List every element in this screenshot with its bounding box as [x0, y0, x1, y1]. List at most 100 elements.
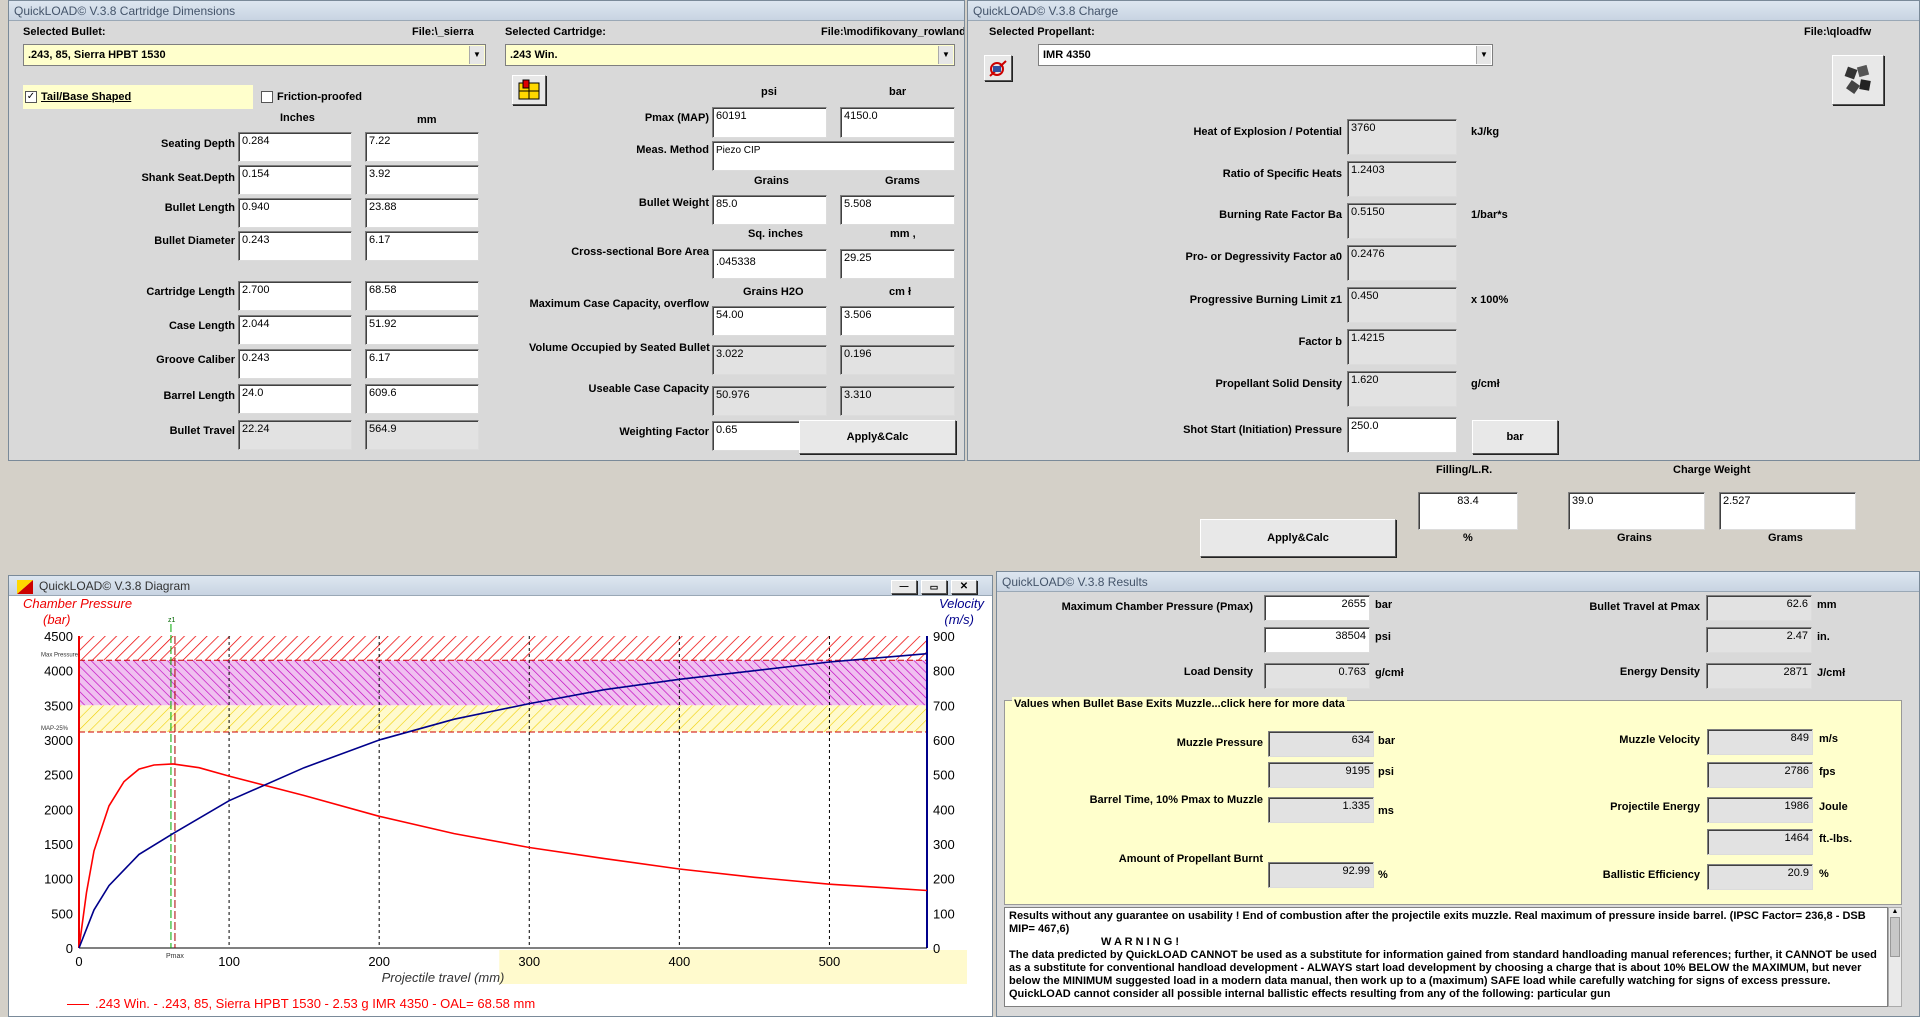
- barrel-length-mm-input[interactable]: 609.6: [365, 384, 479, 414]
- cartridge-window-title: QuickLOAD© V.3.8 Cartridge Dimensions: [9, 1, 964, 21]
- shank-seat-depth-in-input[interactable]: 0.154: [238, 165, 352, 195]
- cartridge-file-label: File:\modifikovany_rowland: [821, 26, 965, 38]
- notes-scrollbar[interactable]: ▲: [1888, 907, 1902, 1007]
- charge-grains-input[interactable]: 39.0: [1568, 492, 1705, 530]
- charge-apply-calc-button[interactable]: Apply&Calc: [1200, 519, 1396, 557]
- charge-grams-input[interactable]: 2.527: [1719, 492, 1856, 530]
- filling-lr-label: Filling/L.R.: [1436, 464, 1493, 476]
- shank-seat-depth-mm-input[interactable]: 3.92: [365, 165, 479, 195]
- bore-area-label: Cross-sectional Bore Area: [571, 246, 709, 258]
- solid-density-value[interactable]: 1.620: [1347, 371, 1457, 407]
- groove-caliber-mm-input[interactable]: 6.17: [365, 349, 479, 379]
- legend-text: .243 Win. - .243, 85, Sierra HPBT 1530 -…: [95, 996, 536, 1011]
- heat-explosion-value[interactable]: 3760: [1347, 119, 1457, 155]
- projectile-energy-joule-unit: Joule: [1819, 801, 1848, 813]
- tail-base-checkbox[interactable]: ✓: [25, 91, 37, 103]
- friction-proofed-checkbox[interactable]: [261, 91, 273, 103]
- over-max-pressure-band: [79, 636, 927, 661]
- bullet-length-mm-input[interactable]: 23.88: [365, 198, 479, 228]
- bore-area-in-input[interactable]: .045338: [712, 249, 827, 279]
- max-case-capacity-cm-input[interactable]: 3.506: [840, 306, 955, 336]
- filling-pct-label: %: [1463, 532, 1473, 544]
- case-length-in-input[interactable]: 2.044: [238, 315, 352, 345]
- cartridge-select[interactable]: .243 Win. ▼: [505, 44, 955, 66]
- pressure-curve: [78, 763, 928, 949]
- friction-proofed-label[interactable]: Friction-proofed: [277, 91, 362, 103]
- bar-header: bar: [889, 86, 907, 98]
- bullet-weight-g-input[interactable]: 5.508: [840, 195, 955, 225]
- cartridge-length-in-input[interactable]: 2.700: [238, 281, 352, 311]
- seating-depth-in-input[interactable]: 0.284: [238, 132, 352, 162]
- barrel-length-in-input[interactable]: 24.0: [238, 384, 352, 414]
- load-density-unit: g/cmł: [1375, 667, 1404, 679]
- chevron-down-icon[interactable]: ▼: [938, 46, 953, 64]
- muzzle-velocity-ms-value: 849: [1707, 729, 1813, 755]
- cartridge-length-label: Cartridge Length: [146, 286, 235, 298]
- meas-method-input[interactable]: Piezo CIP: [712, 141, 955, 171]
- y2-tick-label: 700: [933, 698, 955, 713]
- y2-tick-label: 0: [933, 941, 940, 956]
- barrel-length-label: Barrel Length: [163, 390, 235, 402]
- cartridge-drawing-button[interactable]: [512, 75, 546, 105]
- pmax-psi-input[interactable]: 60191: [712, 107, 827, 138]
- chevron-down-icon[interactable]: ▼: [469, 46, 484, 64]
- progressive-limit-value[interactable]: 0.450: [1347, 287, 1457, 323]
- max-case-capacity-gr-input[interactable]: 54.00: [712, 306, 827, 336]
- volume-occupied-cm-value: 0.196: [840, 345, 955, 375]
- sq-inches-header: Sq. inches: [748, 228, 804, 240]
- charge-grains-label: Grains: [1617, 532, 1652, 544]
- seating-depth-mm-input[interactable]: 7.22: [365, 132, 479, 162]
- shot-start-input[interactable]: 250.0: [1347, 417, 1457, 453]
- maximize-icon: ▭: [929, 582, 939, 592]
- case-length-mm-input[interactable]: 51.92: [365, 315, 479, 345]
- tail-base-label[interactable]: Tail/Base Shaped: [41, 91, 132, 103]
- cartridge-apply-calc-button[interactable]: Apply&Calc: [799, 420, 956, 454]
- velocity-curve: [78, 652, 928, 949]
- results-notes-textarea[interactable]: Results without any guarantee on usabili…: [1004, 907, 1888, 1007]
- close-button[interactable]: ✕: [951, 580, 977, 594]
- bullet-length-in-input[interactable]: 0.940: [238, 198, 352, 228]
- filling-input[interactable]: 83.4: [1418, 492, 1518, 530]
- degressivity-value[interactable]: 0.2476: [1347, 245, 1457, 281]
- pressure-velocity-chart[interactable]: Max PressureMAP-25%z1Pmax050010001500200…: [9, 596, 993, 1016]
- groove-caliber-in-input[interactable]: 0.243: [238, 349, 352, 379]
- barrel-time-value: 1.335: [1268, 797, 1374, 823]
- bullet-select[interactable]: .243, 85, Sierra HPBT 1530 ▼: [23, 44, 486, 66]
- solid-density-unit: g/cmł: [1471, 378, 1500, 390]
- energy-density-value: 2871: [1706, 663, 1812, 689]
- muzzle-values-header[interactable]: Values when Bullet Base Exits Muzzle...c…: [1012, 697, 1347, 711]
- factor-b-value[interactable]: 1.4215: [1347, 329, 1457, 365]
- propellant-library-button[interactable]: [1832, 55, 1884, 105]
- muzzle-velocity-fps-unit: fps: [1819, 766, 1836, 778]
- y-tick-label: 1000: [44, 872, 73, 887]
- weighting-factor-input[interactable]: 0.65: [712, 421, 800, 451]
- minimize-button[interactable]: —: [891, 580, 917, 594]
- max-pressure-band: [79, 660, 927, 706]
- maximize-button[interactable]: ▭: [921, 580, 947, 594]
- propellant-tool-button[interactable]: [984, 55, 1012, 81]
- diagram-window: QuickLOAD© V.3.8 Diagram — ▭ ✕ Max Press…: [8, 575, 993, 1017]
- weighting-factor-label: Weighting Factor: [619, 426, 709, 438]
- shot-start-unit-button[interactable]: bar: [1472, 420, 1558, 454]
- grains-h2o-header: Grains H2O: [743, 286, 804, 298]
- bullet-diameter-in-input[interactable]: 0.243: [238, 231, 352, 261]
- scroll-up-icon[interactable]: ▲: [1891, 908, 1899, 915]
- muzzle-velocity-ms-unit: m/s: [1819, 733, 1838, 745]
- y-tick-label: 2500: [44, 768, 73, 783]
- chevron-down-icon[interactable]: ▼: [1476, 46, 1491, 64]
- results-notes-text: Results without any guarantee on usabili…: [1009, 910, 1866, 935]
- max-case-capacity-label: Maximum Case Capacity, overflow: [529, 298, 709, 310]
- ratio-specific-heats-value[interactable]: 1.2403: [1347, 161, 1457, 197]
- bullet-weight-gr-input[interactable]: 85.0: [712, 195, 827, 225]
- propellant-select[interactable]: IMR 4350 ▼: [1038, 44, 1493, 66]
- pmax-bar-input[interactable]: 4150.0: [840, 107, 955, 138]
- max-pressure-psi-unit: psi: [1375, 631, 1391, 643]
- scrollbar-thumb[interactable]: [1890, 917, 1900, 957]
- heat-explosion-unit: kJ/kg: [1471, 126, 1500, 138]
- bullet-diameter-mm-input[interactable]: 6.17: [365, 231, 479, 261]
- cartridge-length-mm-input[interactable]: 68.58: [365, 281, 479, 311]
- muzzle-velocity-fps-value: 2786: [1707, 762, 1813, 788]
- burning-rate-value[interactable]: 0.5150: [1347, 203, 1457, 239]
- bore-area-mm-input[interactable]: 29.25: [840, 249, 955, 279]
- max-pressure-annotation: Max Pressure: [41, 652, 79, 658]
